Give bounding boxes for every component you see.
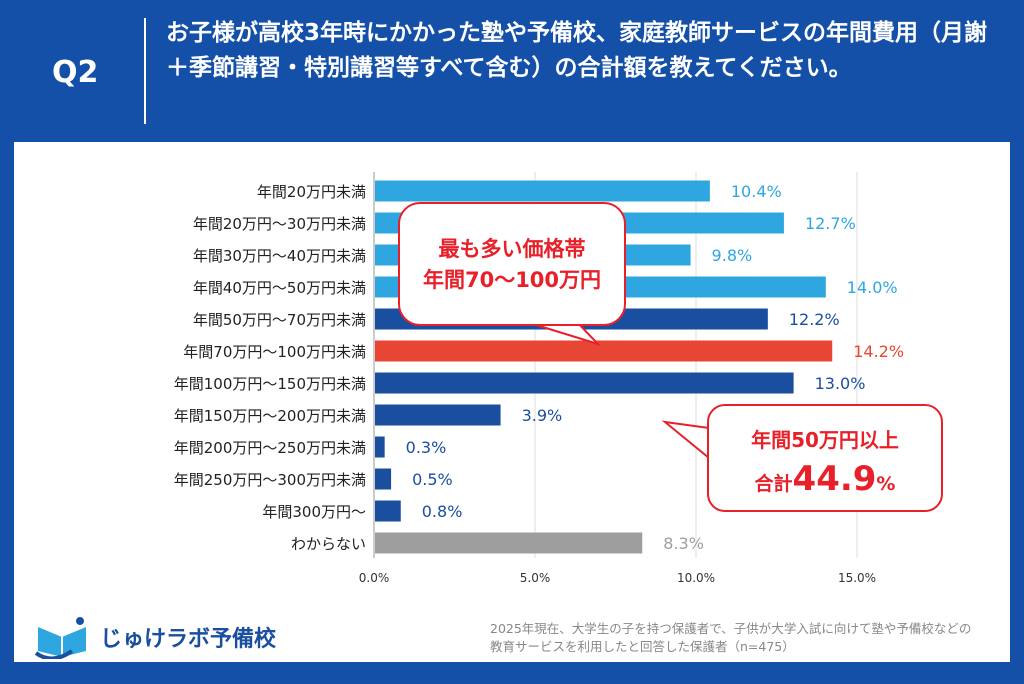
data-label: 12.7% [805,214,856,233]
category-label: 年間200万円～250万円未満 [174,439,366,457]
bar [375,436,385,458]
question-text: お子様が高校3年時にかかった塾や予備校、家庭教師サービスの年間費用（月謝＋季節講… [166,20,988,81]
logo-text: じゅけラボ予備校 [100,627,277,652]
bar [375,500,401,522]
callout-text: 年間70～100万円 [422,268,602,292]
bar [375,532,643,554]
category-label: 年間50万円～70万円未満 [193,311,366,329]
bar [375,340,833,362]
data-label: 14.2% [853,342,904,361]
category-label: 年間20万円～30万円未満 [193,215,366,233]
callout-text: 年間50万円以上 [751,428,899,452]
book-logo-icon [34,617,86,659]
footnote: 2025年現在、大学生の子を持つ保護者で、子供が大学入試に向けて塾や予備校などの… [490,620,1010,656]
total-prefix: 合計 [754,473,793,495]
data-label: 0.8% [422,502,463,521]
footnote-line: 教育サービスを利用したと回答した保護者（n=475） [490,639,795,654]
callout-most-common: 最も多い価格帯 年間70～100万円 [398,202,626,326]
data-label: 8.3% [663,534,704,553]
bar [375,180,710,202]
category-label: 年間20万円未満 [257,183,366,201]
question-number: Q2 [52,55,99,90]
callout-over-50: 年間50万円以上 合計44.9% [707,404,943,512]
bar [375,372,794,394]
category-label: 年間70万円～100万円未満 [183,343,366,361]
category-label: 年間100万円～150万円未満 [174,375,366,393]
x-tick-label: 15.0% [838,571,876,585]
data-label: 10.4% [731,182,782,201]
data-label: 3.9% [522,406,563,425]
category-label: 年間300万円～ [262,503,366,521]
footnote-line: 2025年現在、大学生の子を持つ保護者で、子供が大学入試に向けて塾や予備校などの [490,621,972,636]
x-tick-label: 5.0% [520,571,551,585]
data-label: 0.5% [412,470,453,489]
divider [144,18,146,124]
data-label: 13.0% [815,374,866,393]
logo: じゅけラボ予備校 [32,615,276,659]
category-label: 年間150万円～200万円未満 [174,407,366,425]
category-label: 年間40万円～50万円未満 [193,279,366,297]
category-label: 年間250万円～300万円未満 [174,471,366,489]
x-tick-label: 10.0% [677,571,715,585]
callout-tail [661,420,710,459]
data-label: 9.8% [712,246,753,265]
total-value: 44.9 [792,459,877,499]
bar [375,468,392,490]
callout-total: 合計44.9% [709,459,941,499]
category-label: 年間30万円～40万円未満 [193,247,366,265]
data-label: 0.3% [406,438,447,457]
data-label: 12.2% [789,310,840,329]
total-unit: % [876,473,896,495]
x-tick-label: 0.0% [359,571,390,585]
bar [375,404,501,426]
data-label: 14.0% [847,278,898,297]
category-label: わからない [291,535,366,553]
callout-text: 最も多い価格帯 [438,237,586,261]
